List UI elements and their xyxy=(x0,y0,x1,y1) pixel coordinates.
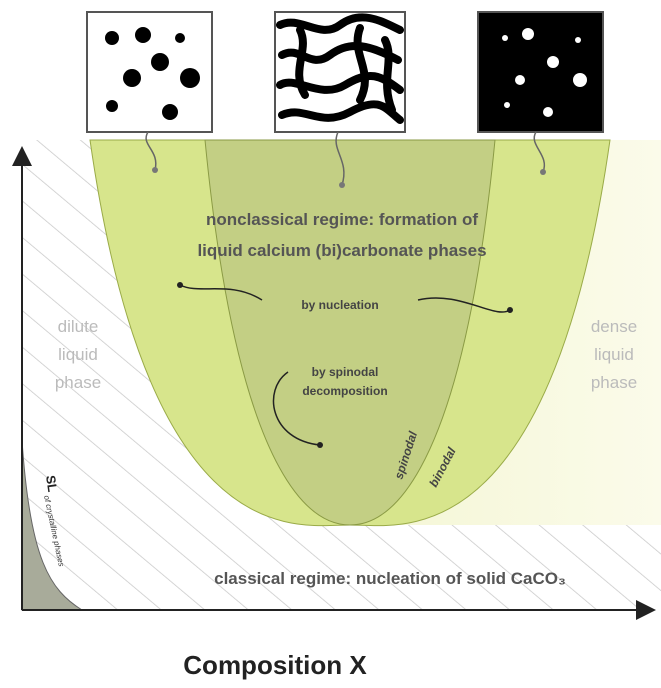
dense-label: phase xyxy=(591,373,637,392)
solubility-limit-label: SL xyxy=(43,474,60,493)
connector-dots xyxy=(152,167,546,188)
droplet-thumbnail xyxy=(86,11,213,133)
dilute-label: phase xyxy=(55,373,101,392)
connectors xyxy=(145,131,546,186)
spinodal-process-label: by spinodal xyxy=(312,365,379,379)
x-axis-title: Composition X xyxy=(183,650,367,680)
arrows xyxy=(179,284,511,446)
dilute-label: liquid xyxy=(58,345,98,364)
dense-label: dense xyxy=(591,317,637,336)
nucleation-label: by nucleation xyxy=(301,298,378,312)
inclusion-thumbnail xyxy=(477,11,604,133)
labyrinth-thumbnail xyxy=(274,11,406,133)
nonclassical-label: nonclassical regime: formation of xyxy=(206,210,478,229)
nonclassical-label: liquid calcium (bi)carbonate phases xyxy=(197,241,486,260)
arrow-dots xyxy=(177,282,513,448)
spinodal-process-label: decomposition xyxy=(302,384,387,398)
spinodal-region xyxy=(204,139,496,526)
dense-label: liquid xyxy=(594,345,634,364)
classical-label: classical regime: nucleation of solid Ca… xyxy=(214,569,566,588)
dilute-label: dilute xyxy=(58,317,99,336)
